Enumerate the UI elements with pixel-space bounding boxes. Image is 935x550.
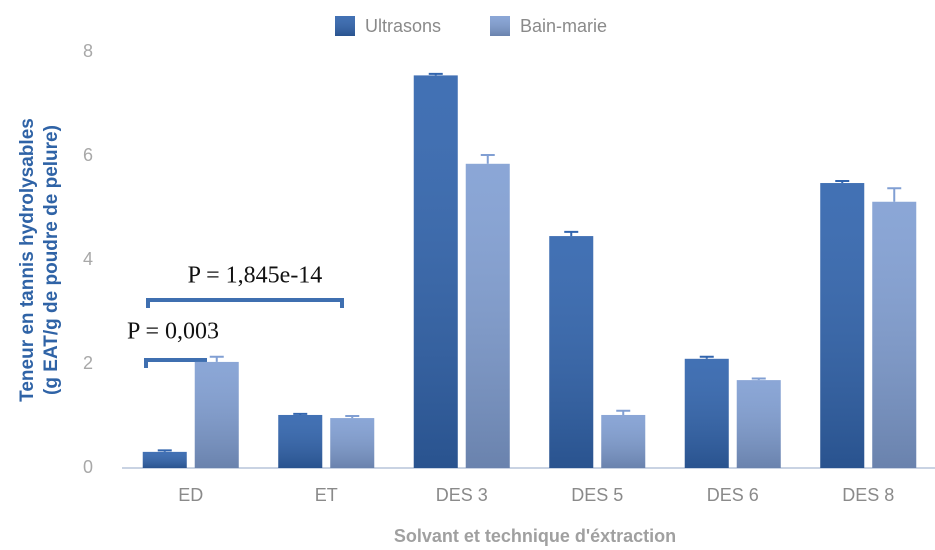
bar-shade — [330, 418, 375, 468]
legend-swatch-shade — [490, 16, 510, 36]
error-bar — [616, 409, 631, 415]
error-bar — [751, 377, 766, 381]
x-tick-label: ET — [315, 485, 338, 505]
x-tick-label: ED — [178, 485, 203, 505]
error-bar — [157, 449, 172, 452]
y-axis-label-line: Teneur en tannis hydrolysables — [17, 118, 38, 402]
bar-shade — [194, 361, 239, 468]
legend-swatch-shade — [335, 16, 355, 36]
x-tick-label: DES 5 — [571, 485, 623, 505]
legend-label: Bain-marie — [520, 16, 607, 36]
error-bar — [480, 153, 495, 164]
error-bar — [887, 187, 902, 202]
bar-shade — [872, 201, 917, 468]
bar-shade — [278, 414, 323, 468]
bar-shade — [465, 163, 510, 469]
bar-shade — [413, 75, 458, 469]
bar-shade — [684, 358, 729, 468]
x-tick-label: DES 8 — [842, 485, 894, 505]
bracket — [146, 298, 344, 308]
y-tick-label: 6 — [83, 145, 93, 165]
error-bar — [428, 72, 443, 76]
error-bar — [835, 179, 850, 184]
bar-shade — [142, 451, 187, 468]
error-bar — [564, 230, 579, 237]
y-axis-label-line: (g EAT/g de poudre de pelure) — [41, 125, 62, 395]
bar-shade — [601, 414, 646, 468]
y-tick-label: 8 — [83, 41, 93, 61]
annotation: P = 0,003 — [127, 319, 219, 345]
bar-shade — [820, 183, 865, 469]
legend-label: Ultrasons — [365, 16, 441, 36]
bar-shade — [549, 236, 594, 468]
annotation: P = 1,845e-14 — [188, 263, 323, 289]
y-tick-label: 0 — [83, 457, 93, 477]
error-bar — [209, 355, 224, 362]
x-tick-label: DES 6 — [707, 485, 759, 505]
bar-shade — [736, 380, 781, 468]
error-bar — [345, 415, 360, 419]
y-tick-label: 2 — [83, 353, 93, 373]
x-tick-label: DES 3 — [436, 485, 488, 505]
x-axis-label: Solvant et technique d'éxtraction — [394, 526, 676, 546]
y-axis-label: Teneur en tannis hydrolysables (g EAT/g … — [17, 118, 62, 402]
error-bar — [699, 355, 714, 359]
y-tick-label: 4 — [83, 249, 93, 269]
error-bar — [293, 412, 308, 415]
